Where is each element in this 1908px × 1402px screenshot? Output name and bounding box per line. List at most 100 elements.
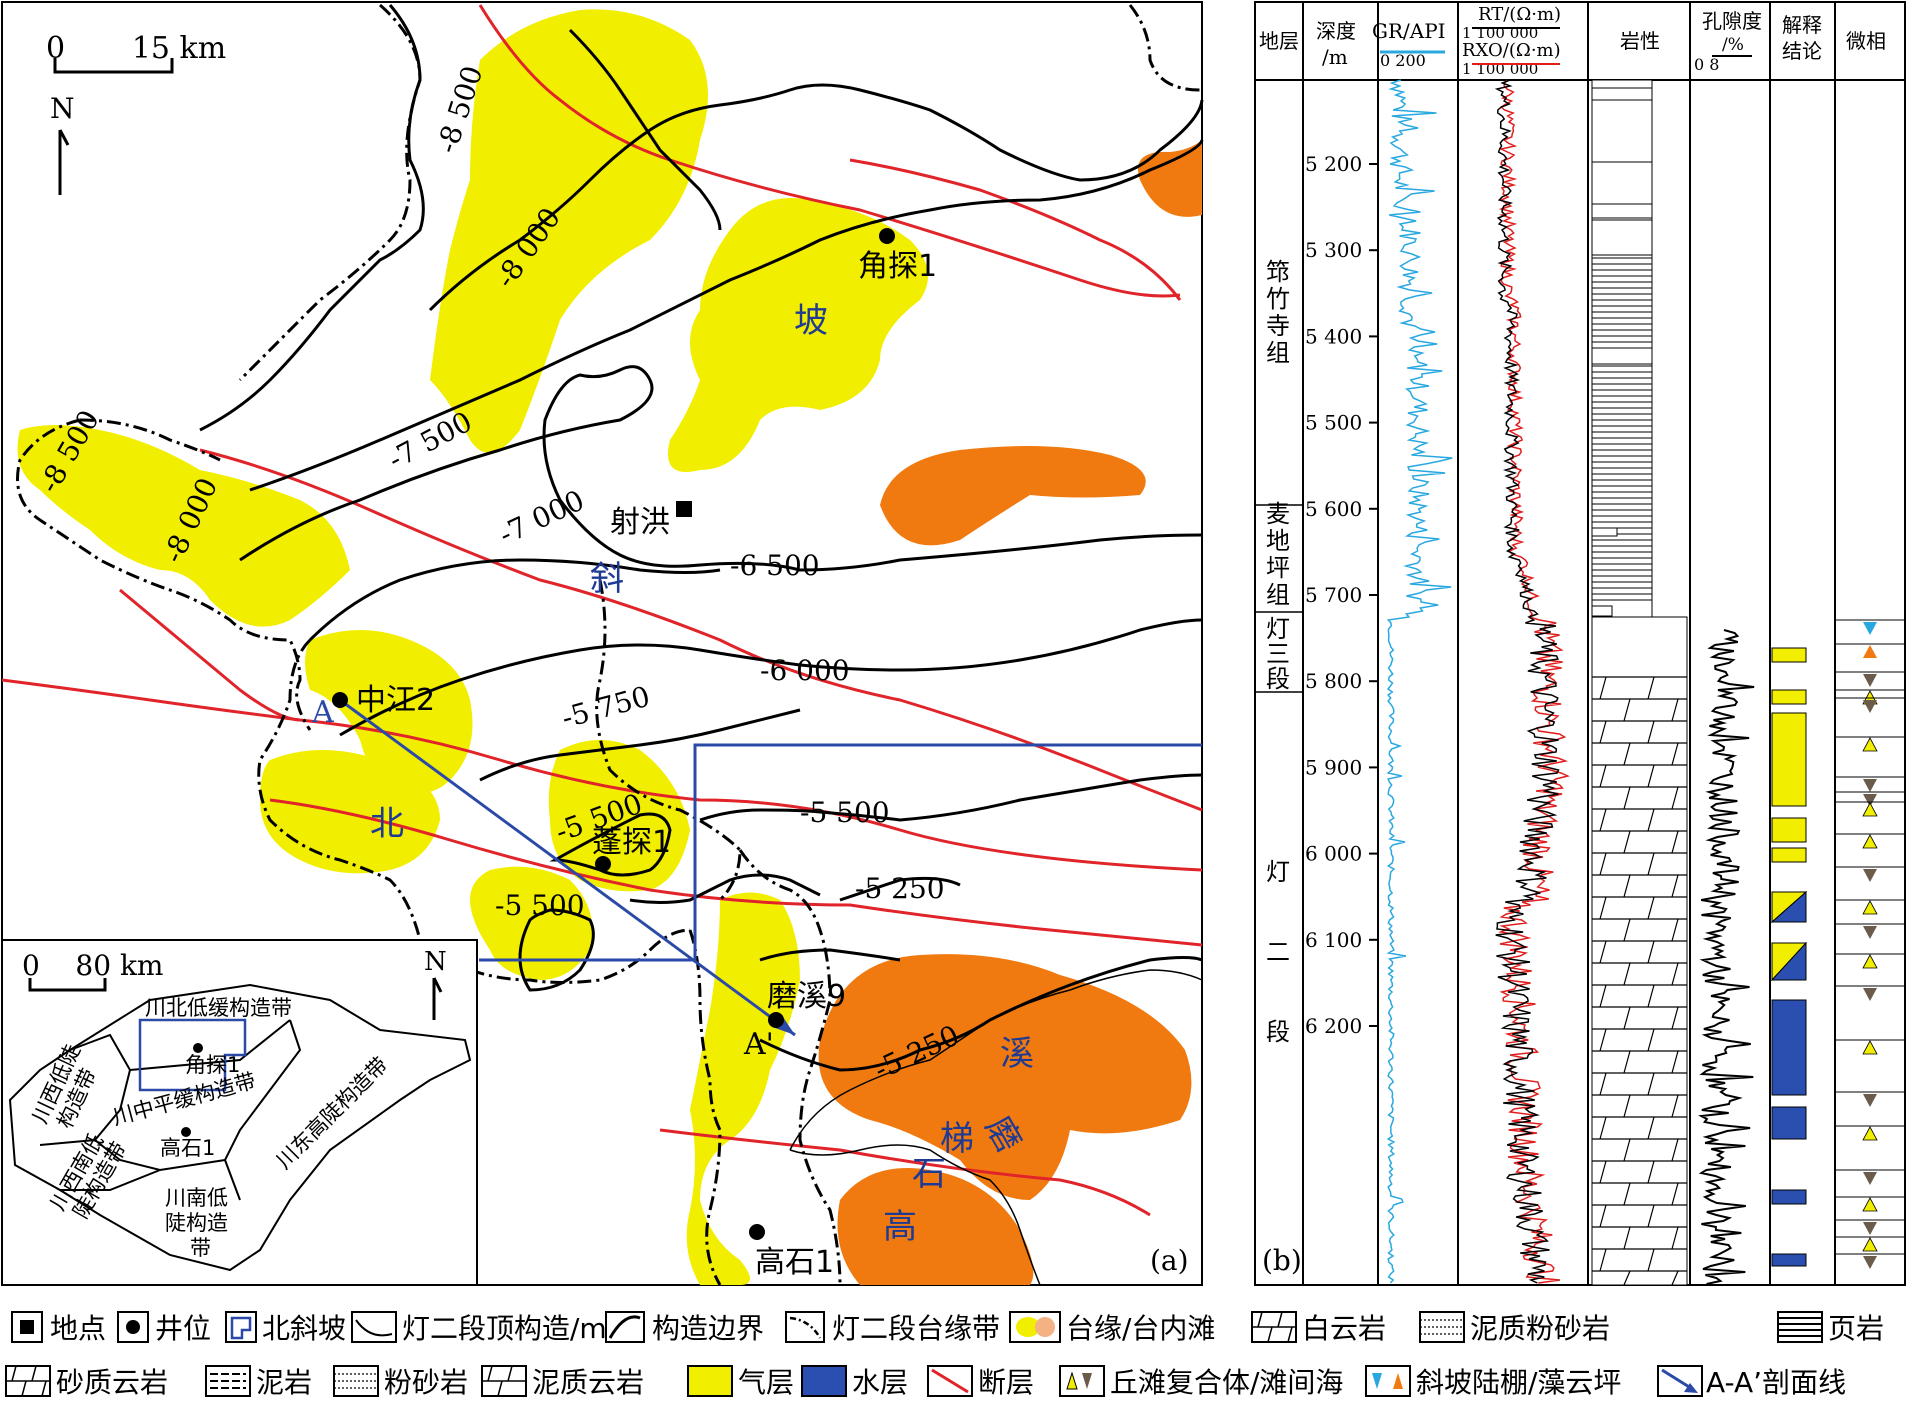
- depth-tick-label: 5 200: [1305, 152, 1362, 176]
- depth-tick-label: 5 300: [1305, 238, 1362, 262]
- legend-label: A-A’剖面线: [1706, 1366, 1846, 1399]
- legend-label: 地点: [50, 1312, 106, 1345]
- log-header-facies: 微相: [1846, 29, 1886, 53]
- well-moxi9: [768, 1012, 784, 1028]
- inset-zone-label: 陡构造: [165, 1211, 228, 1235]
- facies-marker: [1863, 1172, 1877, 1185]
- map-scale-bar: [53, 58, 174, 74]
- site-shehong: [676, 501, 692, 517]
- legend-interbeach-triangle: [1082, 1373, 1092, 1389]
- legend-label: 页岩: [1828, 1312, 1884, 1345]
- inset-zone-line: [39, 1033, 132, 1146]
- map-north-tick: [58, 129, 70, 146]
- legend-label: 砂质云岩: [56, 1366, 168, 1399]
- strata-char: 三: [1266, 640, 1290, 668]
- inset-zone-line: [223, 1019, 302, 1201]
- section-label-a: A: [311, 695, 334, 730]
- facies-marker: [1863, 794, 1877, 807]
- facies-marker: [1862, 954, 1878, 969]
- legend-section-arrow: [1684, 1383, 1698, 1393]
- legend-beach-orange: [1035, 1317, 1055, 1337]
- faults: [1, 4, 1203, 1217]
- well-gaoshi1: [749, 1224, 765, 1240]
- legend-label: 白云岩: [1302, 1312, 1386, 1345]
- depth-tick-label: 6 000: [1305, 842, 1362, 866]
- section-line: [339, 698, 796, 1037]
- facies-marker: [1862, 1237, 1878, 1252]
- log-header-gr: GR/API: [1372, 19, 1446, 43]
- legend-label: 北斜坡: [262, 1312, 346, 1345]
- strata-char: 二: [1266, 938, 1290, 966]
- region-char: 北: [370, 804, 404, 844]
- legend-beach-yellow: [1016, 1317, 1040, 1337]
- log-header-depth: 深度: [1316, 19, 1356, 43]
- facies-marker: [1863, 622, 1877, 635]
- legend-label: 斜坡陆棚/藻云坪: [1416, 1366, 1621, 1399]
- facies-marker: [1863, 700, 1877, 713]
- inset-north-slope-box: [138, 1018, 247, 1092]
- inset-north-label: N: [424, 947, 447, 977]
- legend-slope-icon: [1365, 1365, 1411, 1397]
- depth-tick-label: 6 200: [1305, 1014, 1362, 1038]
- legend-site-square: [20, 1320, 34, 1334]
- facies-marker: [1862, 1126, 1878, 1141]
- strata-column: 筇 竹 寺 组 麦 地 坪 组 灯 三 段 灯 二 段: [1255, 258, 1303, 1046]
- strata-char: 地: [1266, 527, 1290, 555]
- facies-marker: [1862, 834, 1878, 849]
- legend-boundary-line: [608, 1315, 641, 1339]
- inset-well-jiaotan1: [193, 1043, 203, 1053]
- log-columns: [1302, 2, 1836, 1285]
- legend-shoal-triangle: [1066, 1371, 1078, 1390]
- facies-marker: [1863, 645, 1877, 658]
- log-panel: 地层 深度 /m GR/API 0 200 RT/(Ω·m) 1 100 000…: [1254, 1, 1906, 1286]
- strata-char: 竹: [1266, 285, 1290, 313]
- log-header-rxo: RXO/(Ω·m): [1462, 40, 1561, 61]
- depth-labels: 5 200 5 300 5 400 5 500 5 600 5 700 5 800 5 900…: [1305, 152, 1378, 1038]
- rxo-curve: [1498, 79, 1570, 1284]
- strata-char: 筇: [1266, 258, 1290, 286]
- legend-label: 水层: [852, 1366, 908, 1399]
- gas-layers: [17, 9, 928, 1285]
- inset-zone-label: 带: [190, 1236, 211, 1260]
- strata-char: 组: [1266, 581, 1290, 609]
- legend-label: 灯二段顶构造/m: [402, 1312, 607, 1345]
- depth-tick-label: 5 900: [1305, 755, 1362, 779]
- legend-mudstone-pattern: [210, 1373, 246, 1389]
- inset-zone-line: [94, 1139, 226, 1172]
- inset-scale-label: 0 80 km: [22, 949, 163, 982]
- well-label: 中江2: [356, 683, 435, 718]
- legend-algal-triangle: [1393, 1373, 1403, 1389]
- facies-marker: [1863, 674, 1877, 687]
- inset-north-tick: [432, 977, 443, 993]
- region-char: 高: [883, 1207, 917, 1247]
- platform-margin: [16, 3, 1201, 1286]
- legend-box-shape: [230, 1316, 252, 1340]
- porosity-curve: [1697, 629, 1755, 1285]
- strata-char: 麦: [1266, 500, 1290, 528]
- legend-silt-pattern: [334, 1373, 378, 1389]
- log-header-lith: 岩性: [1620, 29, 1660, 53]
- facies-marker: [1863, 779, 1877, 792]
- gr-curve: [1386, 79, 1453, 1284]
- facies-marker: [1863, 988, 1877, 1001]
- inset-zone-label: 川北低缓构造带: [145, 996, 292, 1020]
- log-header-por-range: 0 8: [1694, 55, 1719, 74]
- log-header-strata: 地层: [1259, 29, 1299, 53]
- region-char: 坡: [794, 301, 828, 341]
- legend-label: 粉砂岩: [384, 1366, 468, 1399]
- north-slope-box: [479, 743, 1202, 962]
- contour-label: -5 500: [495, 889, 585, 922]
- map-scale-label: 0 15 km: [46, 31, 226, 66]
- facies-column: [1835, 619, 1905, 1269]
- inset-zone-line: [60, 1169, 161, 1191]
- inset-well-gaoshi1: [181, 1127, 191, 1137]
- legend-well-dot: [126, 1320, 140, 1334]
- well-labels: 角探1 中江2 蓬探1 磨溪9 高石1 射洪 A A': [311, 249, 937, 1280]
- strata-char: 段: [1266, 665, 1290, 693]
- region-char: 石: [912, 1154, 946, 1194]
- log-header-gr-range: 0 200: [1380, 51, 1426, 70]
- inset-map: 0 80 km N 川北低缓构造带 川西低陡 构造带 川中平缓构造带 川西南低 …: [1, 939, 478, 1286]
- legend-label: 泥岩: [256, 1366, 312, 1399]
- facies-marker: [1862, 737, 1878, 752]
- inset-well-label: 角探1: [185, 1053, 240, 1077]
